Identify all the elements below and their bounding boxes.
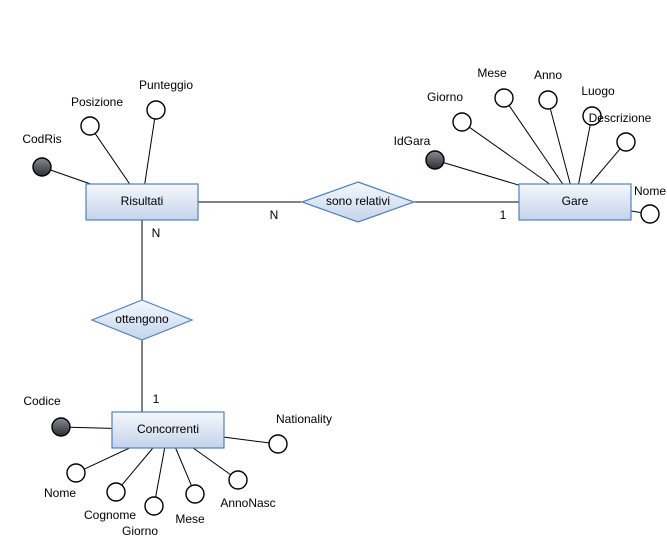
card-ris-sono: N [270, 208, 279, 222]
entity-label-gare: Gare [562, 194, 589, 208]
attr-concorrenti-nationality [269, 435, 287, 453]
attr-label-concorrenti-mese: Mese [175, 512, 205, 526]
card-ris-ott: N [152, 226, 161, 240]
attr-label-gare-luogo: Luogo [581, 84, 615, 98]
attr-label-gare-idgara: IdGara [394, 134, 431, 148]
attr-gare-anno [539, 91, 557, 109]
attr-label-gare-descrizione: Descrizione [589, 111, 652, 125]
relationship-label-sono_relativi: sono relativi [326, 194, 390, 208]
attr-concorrenti-giorno [145, 497, 163, 515]
attr-label-gare-nome: Nome [634, 184, 666, 198]
attr-label-concorrenti-giorno: Giorno [122, 524, 158, 538]
attr-concorrenti-mese [186, 485, 204, 503]
attr-label-risultati-posizione: Posizione [71, 95, 123, 109]
er-diagram: Risultati Gare Concorrenti sono relativi ott… [0, 0, 667, 554]
attr-gare-nome [641, 205, 659, 223]
relationship-label-ottengono: ottengono [115, 312, 169, 326]
attr-label-risultati-codris: CodRis [22, 132, 61, 146]
attr-concorrenti-codice [52, 418, 70, 436]
attr-label-risultati-punteggio: Punteggio [139, 78, 193, 92]
attr-label-concorrenti-codice: Codice [23, 394, 61, 408]
entity-label-concorrenti: Concorrenti [137, 422, 199, 436]
attr-label-concorrenti-nome: Nome [44, 486, 76, 500]
attr-gare-descrizione [617, 133, 635, 151]
attr-label-concorrenti-annonasc: AnnoNasc [220, 496, 275, 510]
attr-risultati-codris [33, 158, 51, 176]
attr-label-concorrenti-cognome: Cognome [84, 508, 136, 522]
attr-gare-idgara [426, 151, 444, 169]
attr-label-gare-anno: Anno [534, 68, 562, 82]
attr-gare-mese [495, 89, 513, 107]
attr-risultati-posizione [81, 117, 99, 135]
attr-concorrenti-nome [67, 464, 85, 482]
card-gare-sono: 1 [500, 208, 507, 222]
entity-label-risultati: Risultati [121, 194, 164, 208]
attr-label-concorrenti-nationality: Nationality [276, 412, 332, 426]
card-conc-ott: 1 [153, 392, 160, 406]
attr-label-gare-mese: Mese [477, 66, 507, 80]
attr-label-gare-giorno: Giorno [427, 90, 463, 104]
attr-risultati-punteggio [147, 101, 165, 119]
attr-gare-giorno [453, 113, 471, 131]
attr-concorrenti-annonasc [229, 471, 247, 489]
attr-concorrenti-cognome [107, 483, 125, 501]
